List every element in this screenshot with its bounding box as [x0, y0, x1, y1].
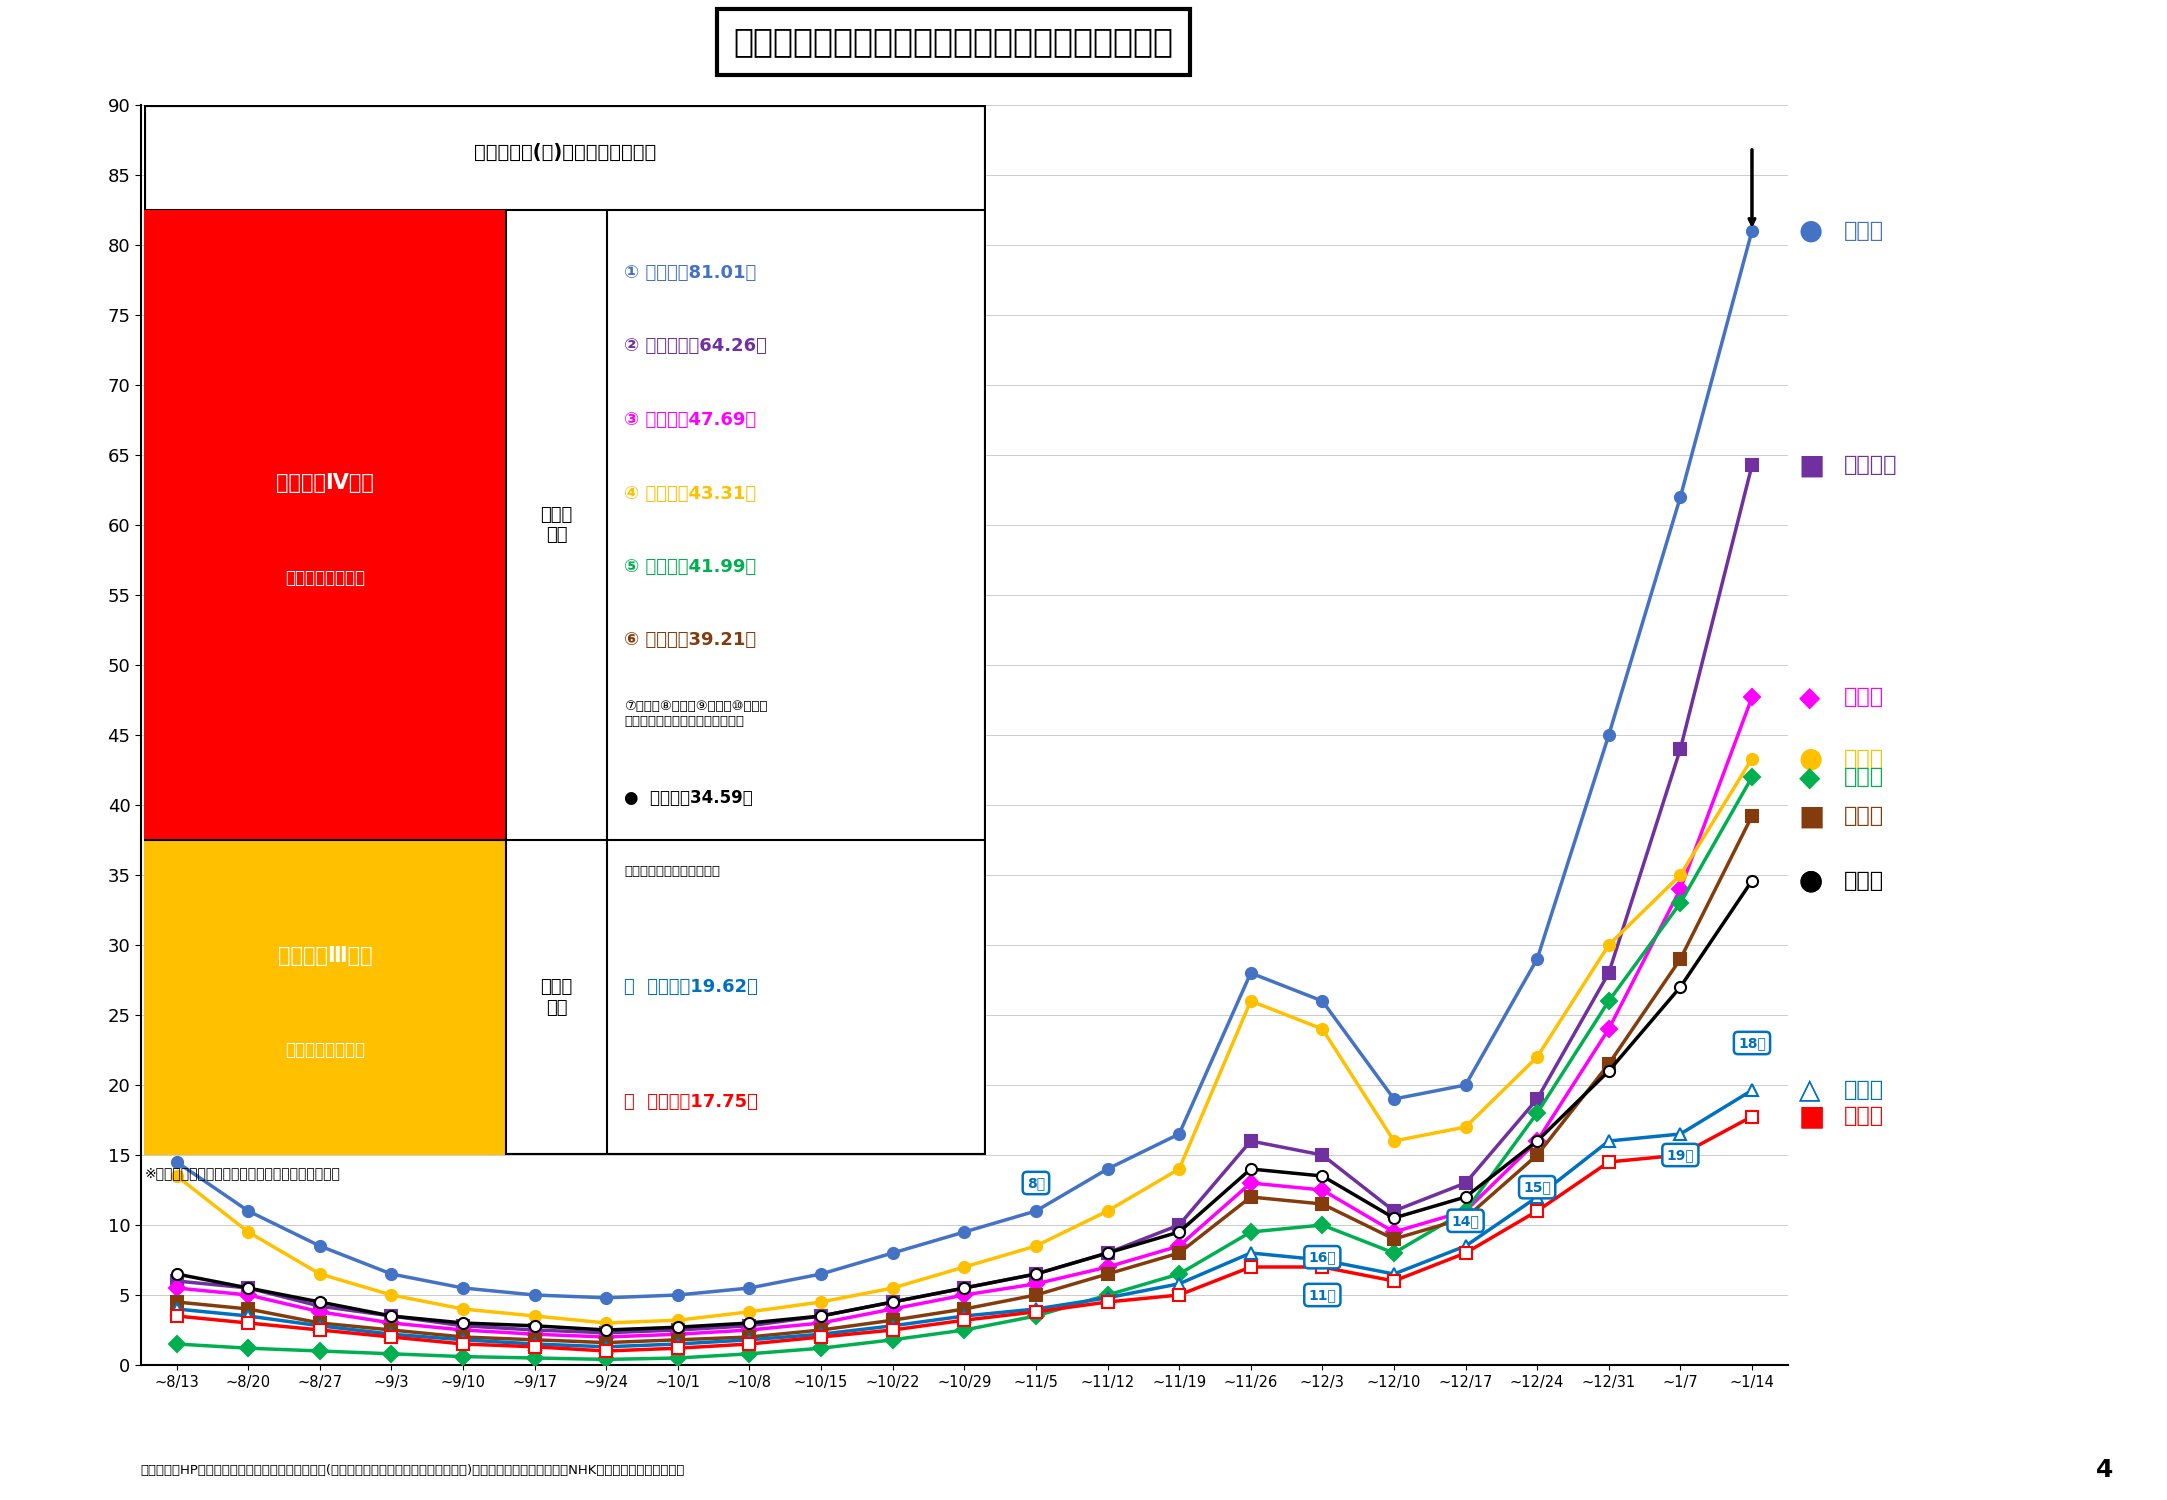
Text: ⑮茨城、⑯北海道、⑰群馬: ⑮茨城、⑯北海道、⑰群馬 — [624, 865, 719, 877]
Text: ◆: ◆ — [1799, 684, 1820, 711]
Text: 8位: 8位 — [1027, 1176, 1044, 1190]
Text: ※下線部：緊急事態宣言の対象地域（１１都府県）: ※下線部：緊急事態宣言の対象地域（１１都府県） — [145, 1166, 340, 1180]
Text: ステージⅣ相当: ステージⅣ相当 — [277, 472, 375, 494]
Text: ① 東京都：81.01人: ① 東京都：81.01人 — [624, 264, 756, 282]
Text: 神奈川県: 神奈川県 — [1844, 456, 1898, 476]
Text: 11位: 11位 — [1309, 1288, 1337, 1302]
Text: ⑤ 栃木県：41.99人: ⑤ 栃木県：41.99人 — [624, 558, 756, 576]
Text: 16位: 16位 — [1309, 1250, 1337, 1264]
Text: 4: 4 — [2095, 1458, 2113, 1482]
Text: ○: ○ — [1799, 867, 1822, 894]
Text: 〇  奈良市：17.75人: 〇 奈良市：17.75人 — [624, 1094, 758, 1112]
Text: ２５人
以上: ２５人 以上 — [540, 506, 572, 544]
Text: １月１４日(木)までの直近１週間: １月１４日(木)までの直近１週間 — [475, 142, 657, 162]
Text: 19位: 19位 — [1666, 1148, 1695, 1162]
Text: 大阪府: 大阪府 — [1844, 748, 1885, 768]
Text: ② 神奈川県：64.26人: ② 神奈川県：64.26人 — [624, 338, 767, 356]
Text: ⑱  奈良県：19.62人: ⑱ 奈良県：19.62人 — [624, 978, 758, 996]
Text: ●: ● — [1799, 217, 1822, 244]
Text: △: △ — [1799, 1077, 1820, 1104]
Text: ⑦福岡、⑧京都、⑨兵庫、⑩熊本、
⑪宮崎、⑫沖縄、⑬愛知、⑭岐阜: ⑦福岡、⑧京都、⑨兵庫、⑩熊本、 ⑪宮崎、⑫沖縄、⑬愛知、⑭岐阜 — [624, 700, 767, 727]
Text: ●: ● — [1799, 744, 1822, 772]
Bar — [145, 210, 507, 840]
Text: 15位: 15位 — [1523, 1180, 1552, 1194]
Text: ④ 大阪府：43.31人: ④ 大阪府：43.31人 — [624, 484, 756, 502]
Text: □: □ — [1799, 1102, 1825, 1131]
Text: 全　国: 全 国 — [1844, 870, 1885, 891]
Text: 埼玉県: 埼玉県 — [1844, 806, 1885, 826]
Text: 厚生労働省HP「都道府県の医療提供体制等の状況(医療提供体制・監視体制・感染の状況)について（６指標）」及びNHK特設サイトなどから引用: 厚生労働省HP「都道府県の医療提供体制等の状況(医療提供体制・監視体制・感染の状… — [141, 1464, 685, 1476]
Bar — [145, 840, 507, 1155]
Text: ③ 千葉県：47.69人: ③ 千葉県：47.69人 — [624, 411, 756, 429]
Text: ●: ● — [1799, 867, 1822, 894]
Text: ステージⅢ相当: ステージⅢ相当 — [277, 945, 373, 966]
Text: （感染急増段階）: （感染急増段階） — [286, 1041, 366, 1059]
Text: ■: ■ — [1799, 1102, 1825, 1131]
Text: 奈良市: 奈良市 — [1844, 1107, 1885, 1126]
Text: 東京都: 東京都 — [1844, 220, 1885, 242]
Text: （感染爆発段階）: （感染爆発段階） — [286, 568, 366, 586]
Text: ●  全　国：34.59人: ● 全 国：34.59人 — [624, 789, 752, 807]
Text: ◆: ◆ — [1799, 764, 1820, 790]
Text: ■: ■ — [1799, 802, 1825, 830]
Text: 千葉県: 千葉県 — [1844, 687, 1885, 708]
Text: 直近１週間の人口１０万人当たりの陽性者数推移: 直近１週間の人口１０万人当たりの陽性者数推移 — [732, 26, 1175, 58]
Text: ⑥ 埼玉県：39.21人: ⑥ 埼玉県：39.21人 — [624, 632, 756, 650]
Text: ■: ■ — [1799, 452, 1825, 480]
Text: 14位: 14位 — [1452, 1214, 1480, 1228]
Text: 奈良県: 奈良県 — [1844, 1080, 1885, 1101]
Text: △: △ — [1799, 1077, 1820, 1104]
Text: 18位: 18位 — [1738, 1036, 1766, 1050]
Text: 栃木県: 栃木県 — [1844, 766, 1885, 788]
Text: １５人
以上: １５人 以上 — [540, 978, 572, 1017]
